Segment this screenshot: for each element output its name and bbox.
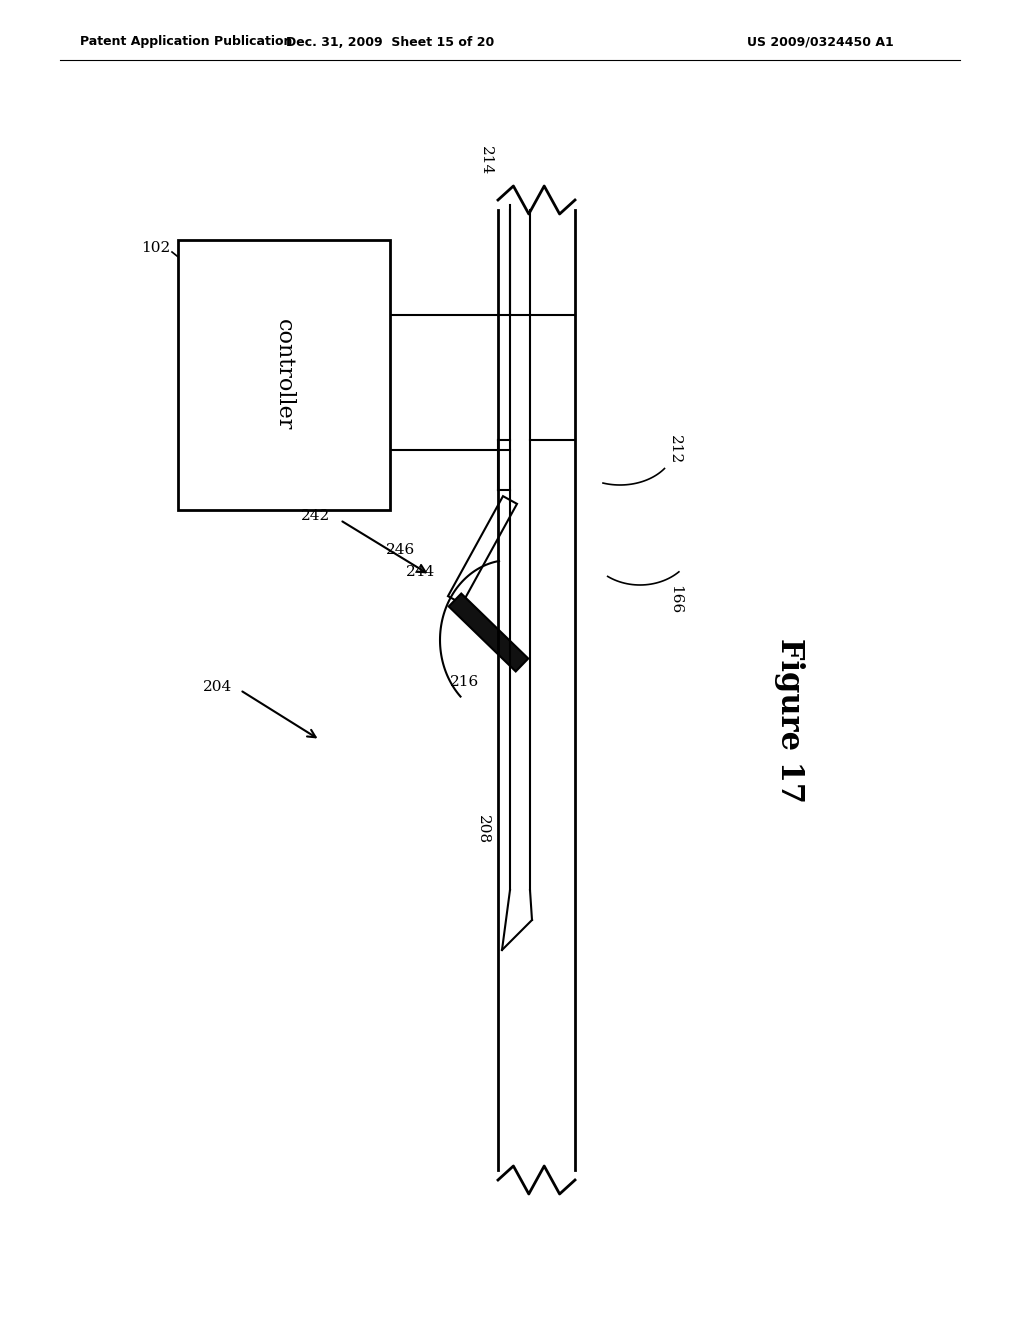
Text: 212: 212 bbox=[668, 436, 682, 465]
Polygon shape bbox=[449, 594, 528, 672]
Text: 208: 208 bbox=[476, 816, 490, 845]
Text: 242: 242 bbox=[301, 510, 330, 523]
Text: 244: 244 bbox=[406, 565, 435, 579]
Text: Dec. 31, 2009  Sheet 15 of 20: Dec. 31, 2009 Sheet 15 of 20 bbox=[286, 36, 495, 49]
Text: Figure 17: Figure 17 bbox=[774, 638, 806, 803]
Text: 204: 204 bbox=[203, 680, 232, 694]
Text: 102: 102 bbox=[140, 242, 170, 255]
Text: US 2009/0324450 A1: US 2009/0324450 A1 bbox=[746, 36, 893, 49]
Polygon shape bbox=[447, 496, 517, 603]
Text: 216: 216 bbox=[450, 675, 479, 689]
Text: 246: 246 bbox=[386, 543, 415, 557]
Text: 166: 166 bbox=[668, 585, 682, 615]
Bar bbox=[178, 240, 390, 510]
Text: 214: 214 bbox=[479, 145, 493, 176]
Text: Patent Application Publication: Patent Application Publication bbox=[80, 36, 293, 49]
Text: controller: controller bbox=[273, 319, 295, 430]
